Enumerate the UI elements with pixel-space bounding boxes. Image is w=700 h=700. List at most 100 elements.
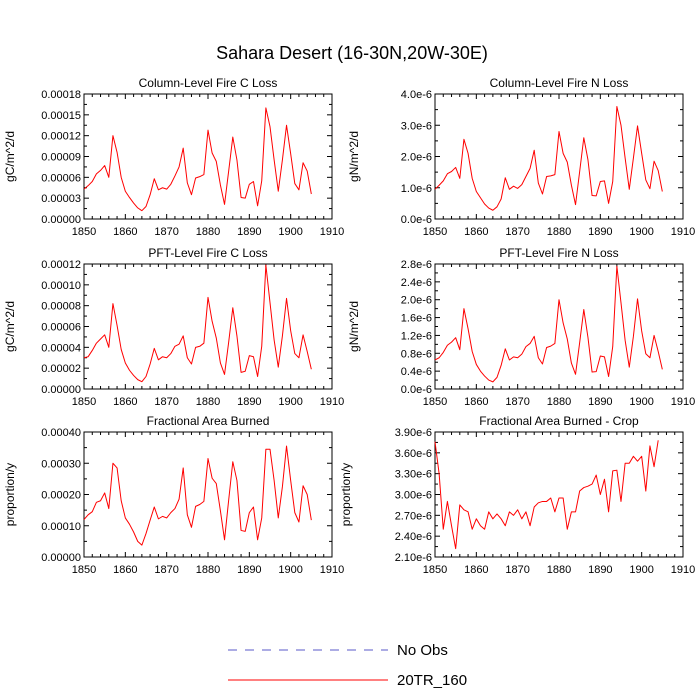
x-tick-label: 1870 (154, 564, 178, 576)
y-tick-label: 0.00000 (41, 214, 81, 226)
y-tick-label: 2.10e-6 (395, 552, 432, 564)
y-tick-label: 0.00020 (41, 490, 81, 502)
y-tick-label: 0.00006 (41, 322, 81, 334)
y-tick-label: 0.00002 (41, 363, 81, 375)
x-tick-label: 1850 (423, 564, 447, 576)
x-tick-label: 1880 (547, 226, 571, 238)
y-axis-label: proportion/y (3, 463, 17, 526)
plot-frame (434, 263, 684, 390)
x-tick-label: 1870 (154, 396, 178, 408)
legend-label-no-obs: No Obs (397, 642, 448, 659)
chart-panel-pft-n-loss: PFT-Level Fire N Loss gN/m^2/d 1850 1860 1… (347, 246, 695, 408)
x-tick-label: 1880 (547, 396, 571, 408)
y-tick-label: 0.00010 (41, 280, 81, 292)
chart-panel-pft-c-loss: PFT-Level Fire C Loss gC/m^2/d 1850 1860 1… (3, 246, 344, 408)
y-tick-label: 3.0e-6 (401, 120, 432, 132)
y-tick-label: 1.0e-6 (401, 183, 432, 195)
series-line-20tr-160 (434, 265, 663, 383)
y-tick-label: 0.00000 (41, 384, 81, 396)
y-tick-label: 0.00006 (41, 172, 81, 184)
chart-panel-fractional-area-burned-crop: Fractional Area Burned - Crop proportion… (339, 414, 695, 576)
x-tick-label: 1880 (547, 564, 571, 576)
x-tick-label: 1850 (72, 226, 96, 238)
x-tick-label: 1850 (72, 396, 96, 408)
plot-frame (434, 93, 684, 220)
x-tick-label: 1850 (423, 396, 447, 408)
y-axis-label: gN/m^2/d (347, 131, 361, 182)
x-tick-label: 1860 (464, 226, 488, 238)
y-tick-label: 0.8e-6 (401, 348, 432, 360)
x-tick-label: 1910 (671, 226, 695, 238)
y-tick-label: 0.0e-6 (401, 384, 432, 396)
x-tick-label: 1880 (196, 564, 220, 576)
plot-frame (83, 263, 333, 390)
y-tick-label: 0.0e-6 (401, 214, 432, 226)
x-tick-label: 1900 (629, 396, 653, 408)
x-tick-label: 1910 (320, 396, 344, 408)
y-tick-label: 0.00040 (41, 427, 81, 439)
x-tick-label: 1900 (629, 564, 653, 576)
x-tick-label: 1900 (629, 226, 653, 238)
y-tick-label: 2.70e-6 (395, 510, 432, 522)
x-tick-label: 1890 (588, 396, 612, 408)
x-tick-label: 1910 (671, 396, 695, 408)
y-tick-label: 3.90e-6 (395, 427, 432, 439)
legend-label-20tr-160: 20TR_160 (397, 672, 467, 689)
y-tick-label: 3.60e-6 (395, 448, 432, 460)
y-tick-label: 0.00018 (41, 89, 81, 101)
x-tick-label: 1900 (278, 226, 302, 238)
y-tick-label: 3.00e-6 (395, 490, 432, 502)
y-tick-label: 2.0e-6 (401, 295, 432, 307)
y-tick-label: 0.00015 (41, 110, 81, 122)
y-axis-label: gN/m^2/d (347, 301, 361, 352)
x-tick-label: 1880 (196, 226, 220, 238)
y-axis-label: gC/m^2/d (3, 131, 17, 182)
panel-title: PFT-Level Fire N Loss (499, 246, 618, 260)
y-tick-label: 0.4e-6 (401, 366, 432, 378)
plot-frame (434, 431, 684, 558)
panel-title: Fractional Area Burned (147, 414, 270, 428)
y-tick-label: 2.0e-6 (401, 152, 432, 164)
series-line-20tr-160 (434, 440, 659, 550)
legend: No Obs 20TR_160 (228, 642, 467, 689)
y-axis-label: gC/m^2/d (3, 301, 17, 352)
x-tick-label: 1910 (320, 226, 344, 238)
y-tick-label: 1.6e-6 (401, 313, 432, 325)
x-tick-label: 1890 (237, 564, 261, 576)
y-tick-label: 0.00000 (41, 552, 81, 564)
x-tick-label: 1900 (278, 396, 302, 408)
y-tick-label: 0.00003 (41, 193, 81, 205)
series-line-20tr-160 (83, 264, 312, 383)
panel-title: Column-Level Fire N Loss (490, 76, 629, 90)
panel-title: Fractional Area Burned - Crop (479, 414, 639, 428)
x-tick-label: 1910 (320, 564, 344, 576)
y-tick-label: 2.4e-6 (401, 277, 432, 289)
y-tick-label: 0.00008 (41, 301, 81, 313)
y-tick-label: 2.8e-6 (401, 259, 432, 271)
x-tick-label: 1890 (237, 226, 261, 238)
y-axis-label: proportion/y (339, 463, 353, 526)
x-tick-label: 1890 (237, 396, 261, 408)
y-tick-label: 3.30e-6 (395, 469, 432, 481)
series-line-20tr-160 (83, 445, 312, 546)
panel-title: Column-Level Fire C Loss (139, 76, 278, 90)
y-tick-label: 0.00004 (41, 342, 81, 354)
x-tick-label: 1880 (196, 396, 220, 408)
x-tick-label: 1850 (72, 564, 96, 576)
x-tick-label: 1860 (113, 564, 137, 576)
series-line-20tr-160 (434, 106, 663, 211)
x-tick-label: 1860 (113, 226, 137, 238)
figure-title: Sahara Desert (16-30N,20W-30E) (216, 43, 488, 63)
x-tick-label: 1850 (423, 226, 447, 238)
chart-panel-column-c-loss: Column-Level Fire C Loss gC/m^2/d 1850 18… (3, 76, 344, 238)
y-tick-label: 4.0e-6 (401, 89, 432, 101)
y-tick-label: 0.00012 (41, 259, 81, 271)
chart-panel-fractional-area-burned: Fractional Area Burned proportion/y 1850… (3, 414, 344, 576)
x-tick-label: 1870 (505, 226, 529, 238)
y-tick-label: 0.00010 (41, 521, 81, 533)
y-tick-label: 1.2e-6 (401, 330, 432, 342)
y-tick-label: 0.00012 (41, 131, 81, 143)
x-tick-label: 1870 (154, 226, 178, 238)
y-tick-label: 2.40e-6 (395, 531, 432, 543)
